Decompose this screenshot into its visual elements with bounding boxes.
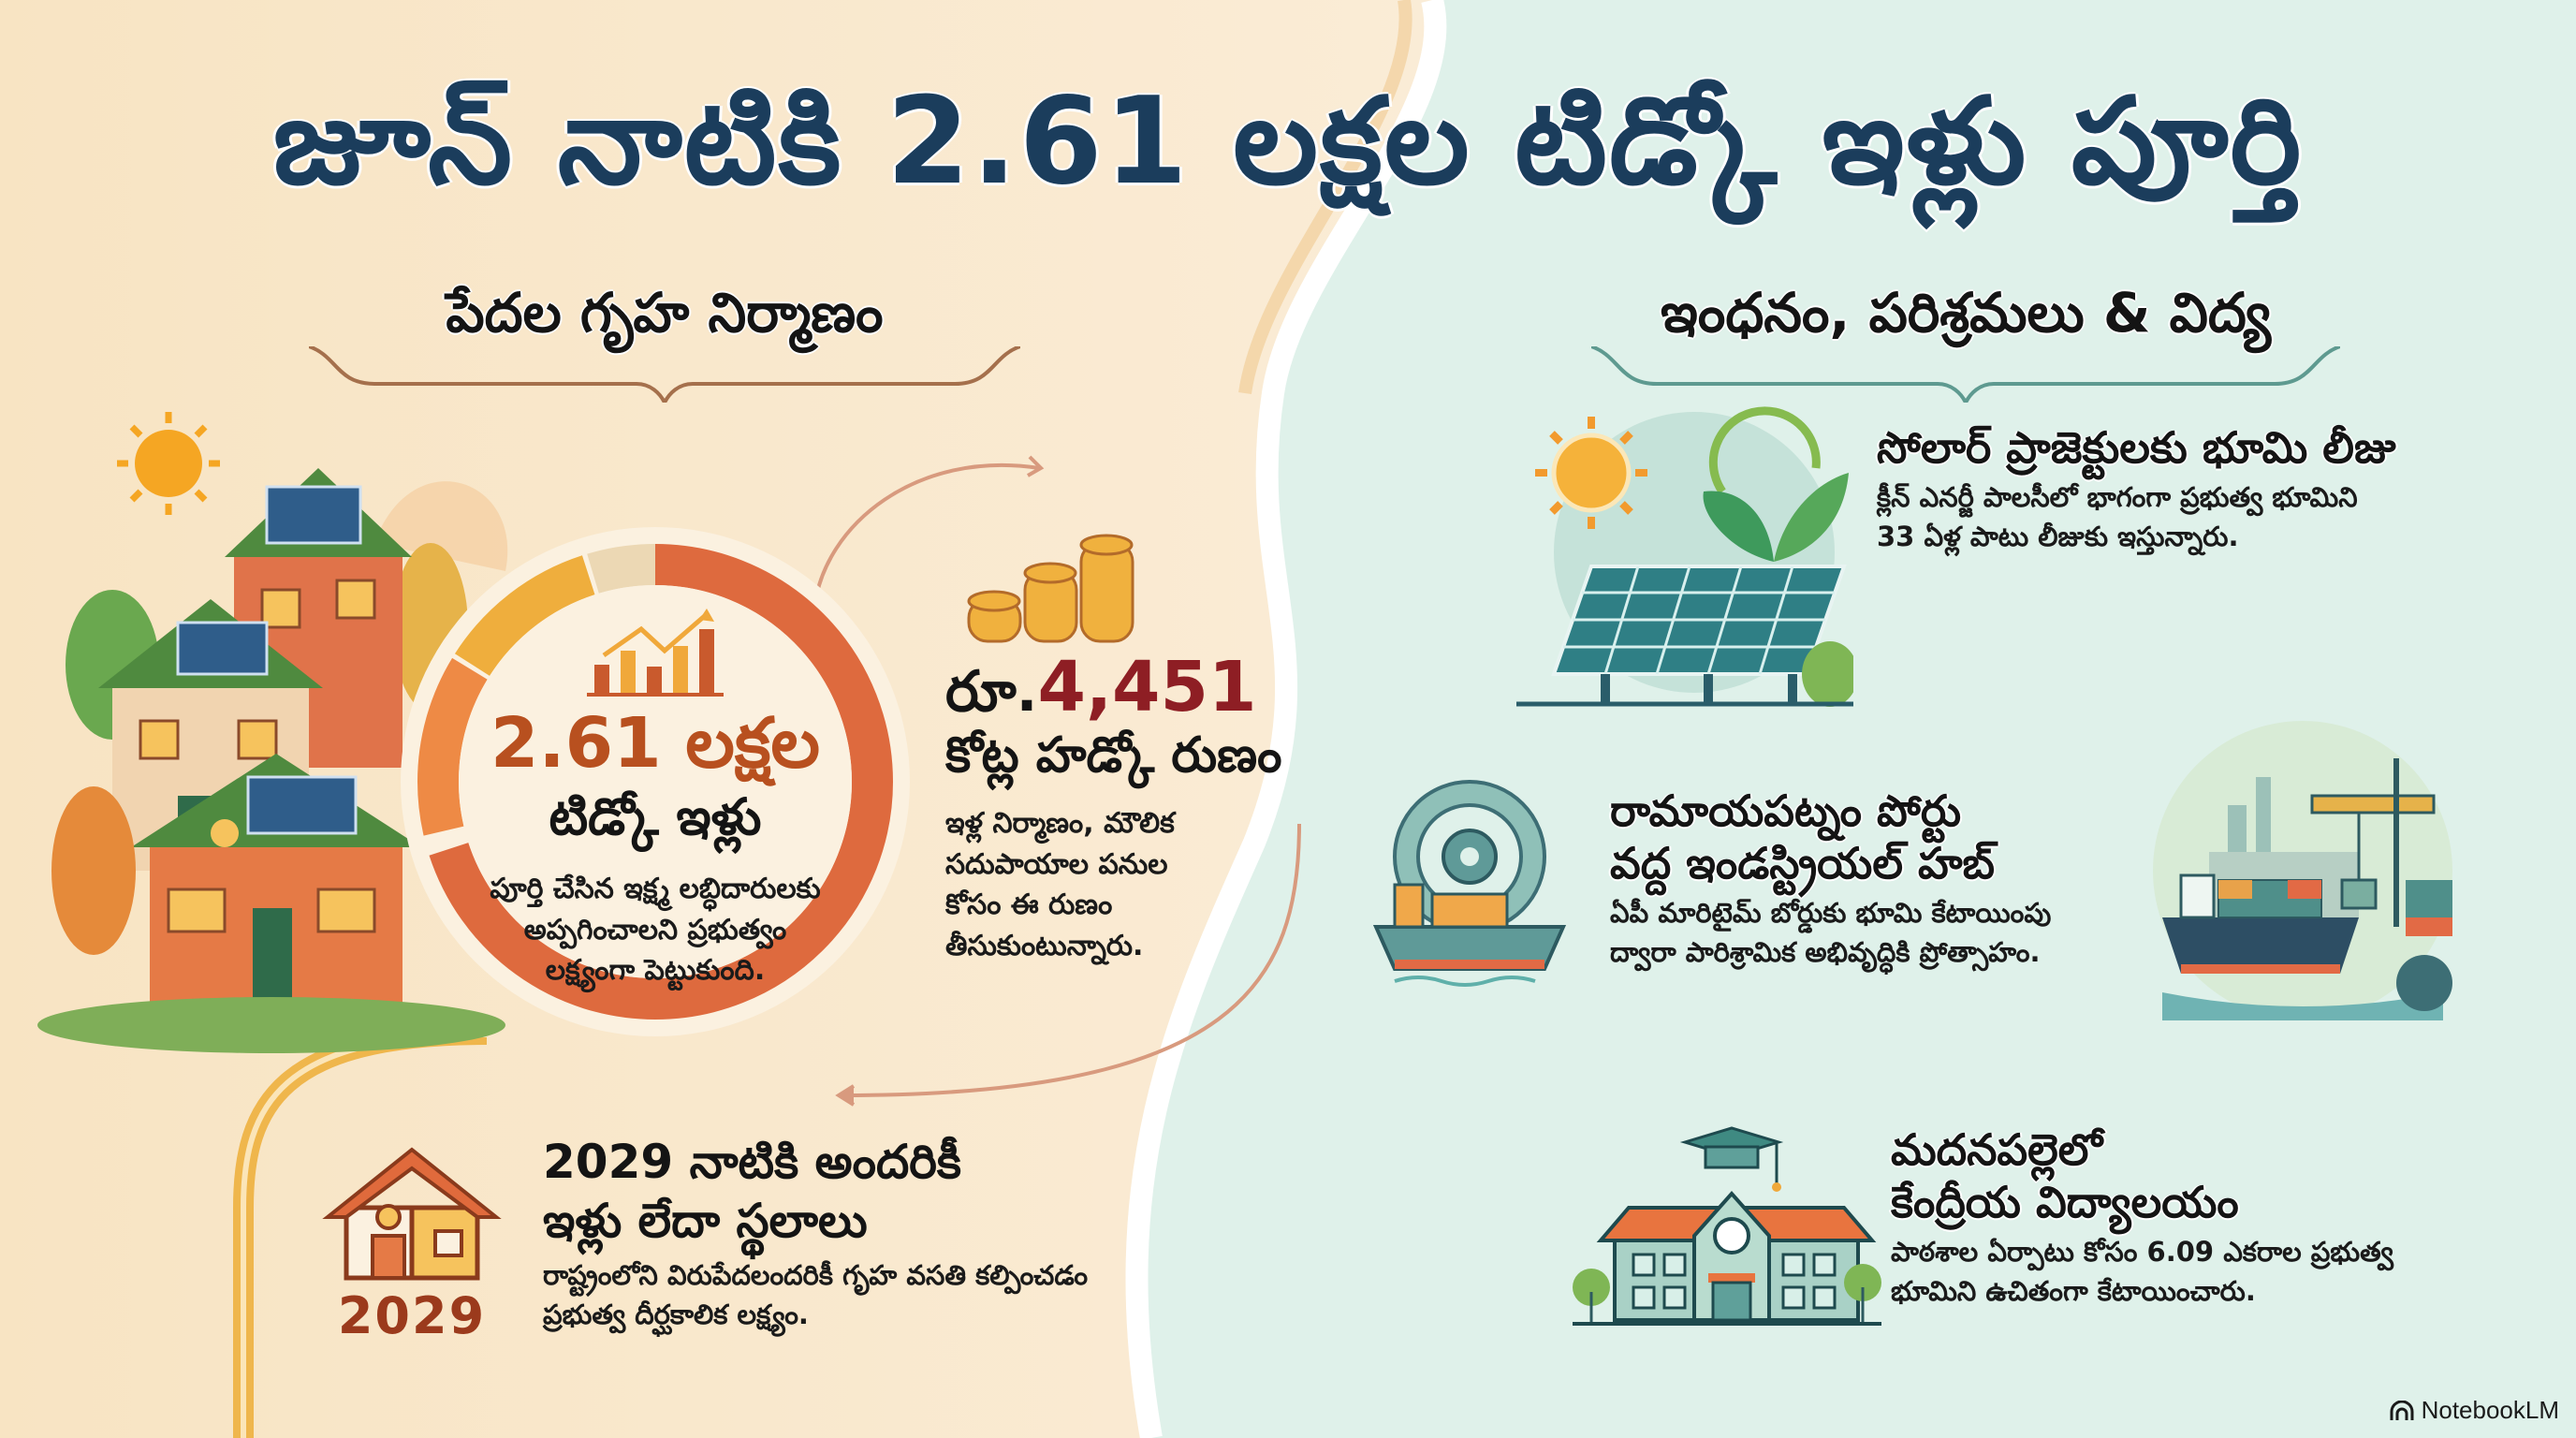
desc-line: 33 ఏళ్ల పాటు లీజుకు ఇస్తున్నారు. [1877,521,2239,553]
port-item-title: రామాయపట్నం పోర్టు వద్ద ఇండస్ట్రియల్ హబ్ [1610,785,2134,889]
desc-line: ప్రభుత్వ దీర్ఘకాలిక లక్ష్యం. [543,1299,809,1331]
title-line: ఇళ్లు లేదా స్థలాలు [543,1193,868,1248]
notebooklm-brand: NotebookLM [2390,1396,2559,1425]
page-title: జూన్ నాటికి 2.61 లక్షల టిడ్కో ఇళ్లు పూర్… [272,72,2304,212]
school-item: మదనపల్లెలో కేంద్రీయ విద్యాలయం పాఠశాల ఏర్… [1891,1123,2546,1311]
right-section-heading-label: ఇంధనం, పరిశ్రమలు & విద్య [1660,281,2272,345]
desc-line: భూమిని ఉచితంగా కేటాయించారు. [1891,1275,2256,1308]
houses-count-value: 2.61 లక్షల [490,703,820,784]
notebooklm-logo-icon [2390,1400,2414,1420]
title-line: రామాయపట్నం పోర్టు [1610,785,1962,836]
desc-line: తీసుకుంటున్నారు. [945,929,1144,962]
currency-prefix: రూ. [945,659,1038,725]
left-section-heading: పేదల గృహ నిర్మాణం [309,281,1020,403]
desc-line: లక్ష్యంగా పెట్టుకుంది. [545,954,766,988]
house-icon [322,1147,502,1281]
bracket-divider-icon [1591,345,2340,403]
loan-amount-value: 4,451 [1037,647,1257,727]
school-building-icon [1573,1126,1881,1326]
left-section-heading-label: పేదల గృహ నిర్మాణం [446,281,884,345]
progress-ring [401,527,910,1036]
port-crane-icon [2153,721,2452,1020]
goal-title: 2029 నాటికి అందరికీ ఇళ్లు లేదా స్థలాలు [543,1133,1310,1250]
desc-line: క్లీన్ ఎనర్జీ పాలసీలో భాగంగా ప్రభుత్వ భూ… [1877,481,2358,514]
desc-line: ఇళ్ల నిర్మాణం, మౌలిక [945,807,1175,841]
school-item-title: మదనపల్లెలో కేంద్రీయ విద్యాలయం [1891,1123,2546,1228]
port-item-desc: ఏపీ మారిటైమ్ బోర్డుకు భూమి కేటాయింపు ద్వ… [1610,893,2134,972]
loan-amount: రూ.4,451 [945,647,1301,727]
loan-label: కోట్ల హడ్కో రుణం [945,727,1282,785]
desc-line: పూర్తి చేసిన ఇక్ష్మ లబ్ధిదారులకు [490,873,821,906]
brand-label: NotebookLM [2421,1396,2559,1424]
goal-card: 2029 నాటికి అందరికీ ఇళ్లు లేదా స్థలాలు ర… [543,1133,1310,1334]
ship-gear-icon [1372,780,1567,987]
houses-count-label: టిడ్కో ఇళ్లు [549,787,762,847]
bracket-divider-icon [309,345,1020,403]
loan-card: రూ.4,451 కోట్ల హడ్కో రుణం ఇళ్ల నిర్మాణం,… [945,534,1301,966]
solar-panel-icon [1516,406,1853,707]
solar-item: సోలార్ ప్రాజెక్టులకు భూమి లీజు క్లీన్ ఎన… [1877,421,2551,556]
title-line: మదనపల్లెలో [1891,1124,2103,1175]
loan-desc: ఇళ్ల నిర్మాణం, మౌలిక సదుపాయాల పనుల కోసం … [945,803,1301,966]
solar-item-desc: క్లీన్ ఎనర్జీ పాలసీలో భాగంగా ప్రభుత్వ భూ… [1877,477,2551,556]
houses-illustration-icon [37,412,508,1053]
title-line: వద్ద ఇండస్ట్రియల్ హబ్ [1610,838,1995,889]
desc-line: కోసం ఈ రుణం [945,888,1113,922]
coin-stack-icon [967,534,1134,643]
growth-chart-icon [587,609,724,697]
port-item: రామాయపట్నం పోర్టు వద్ద ఇండస్ట్రియల్ హబ్ … [1610,785,2134,972]
houses-count-desc: పూర్తి చేసిన ఇక్ష్మ లబ్ధిదారులకు అప్పగిం… [440,869,871,991]
solar-item-title: సోలార్ ప్రాజెక్టులకు భూమి లీజు [1877,422,2396,473]
desc-line: ఏపీ మారిటైమ్ బోర్డుకు భూమి కేటాయింపు [1610,897,2052,930]
goal-desc: రాష్ట్రంలోని విరుపేదలందరికీ గృహ వసతి కల్… [543,1255,1310,1334]
goal-badge: 2029 [318,1142,505,1345]
desc-line: పాఠశాల ఏర్పాటు కోసం 6.09 ఎకరాల ప్రభుత్వ [1891,1236,2393,1269]
title-line: 2029 నాటికి అందరికీ [543,1135,962,1189]
title-line: కేంద్రీయ విద్యాలయం [1891,1177,2239,1228]
goal-year: 2029 [337,1286,487,1345]
desc-line: సదుపాయాల పనుల [945,847,1168,881]
desc-line: ద్వారా పారిశ్రామిక అభివృద్ధికి ప్రోత్సాహ… [1610,936,2041,969]
desc-line: అప్పగించాలని ప్రభుత్వం [523,913,787,946]
school-item-desc: పాఠశాల ఏర్పాటు కోసం 6.09 ఎకరాల ప్రభుత్వ … [1891,1232,2546,1311]
right-section-heading: ఇంధనం, పరిశ్రమలు & విద్య [1591,281,2340,403]
ring-card: 2.61 లక్షల టిడ్కో ఇళ్లు పూర్తి చేసిన ఇక్… [440,609,871,991]
desc-line: రాష్ట్రంలోని విరుపేదలందరికీ గృహ వసతి కల్… [543,1259,1089,1291]
